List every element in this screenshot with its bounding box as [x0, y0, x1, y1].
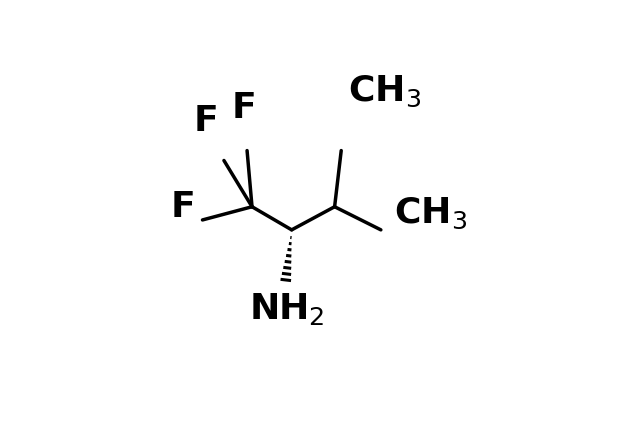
- Text: NH$_2$: NH$_2$: [249, 291, 324, 327]
- Text: CH$_3$: CH$_3$: [394, 196, 467, 231]
- Text: F: F: [170, 190, 195, 224]
- Text: F: F: [194, 104, 219, 138]
- Text: CH$_3$: CH$_3$: [348, 73, 421, 109]
- Text: F: F: [232, 91, 256, 125]
